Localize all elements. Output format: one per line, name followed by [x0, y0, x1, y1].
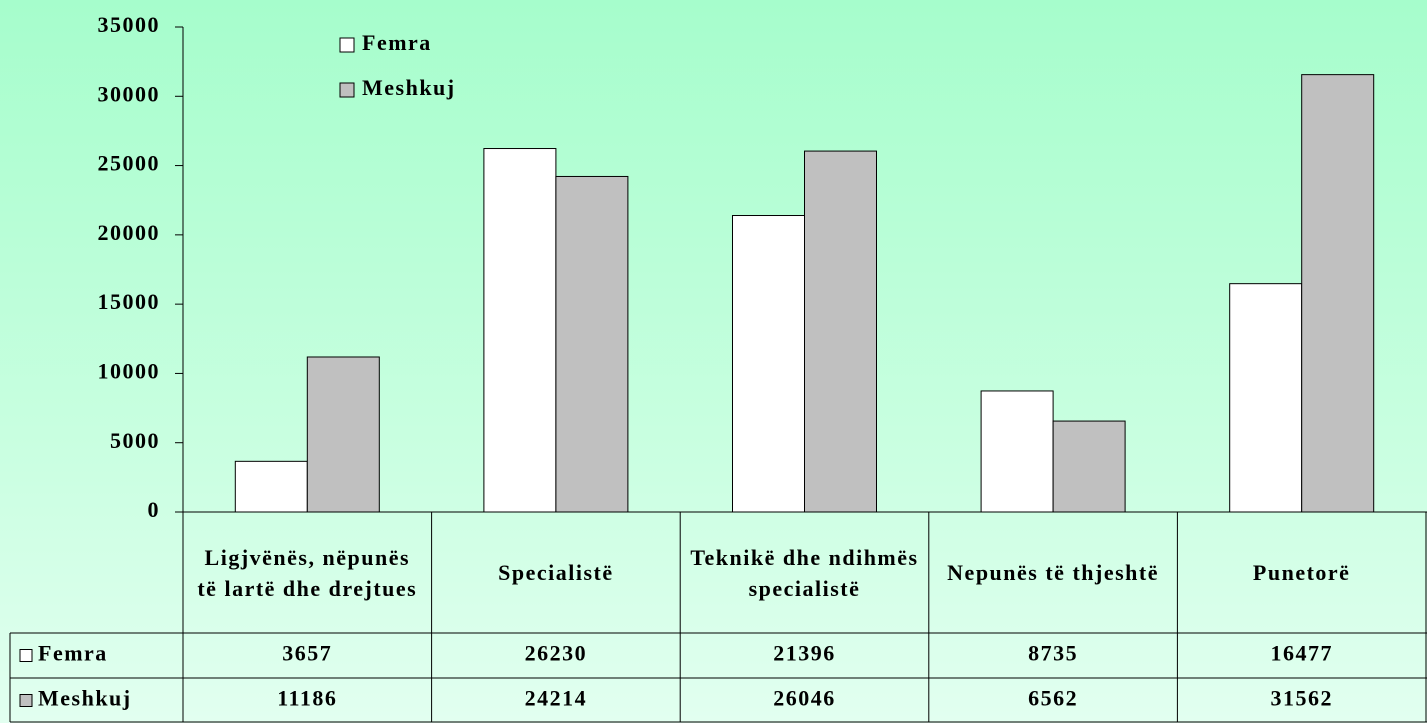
table-value: 6562 [1028, 686, 1078, 711]
y-tick-label: 35000 [98, 12, 161, 37]
y-tick-label: 15000 [98, 289, 161, 314]
x-tick-label: Punetorë [1252, 560, 1351, 585]
legend-label: Femra [362, 30, 432, 55]
x-tick-label: Ligjvënës, nëpunës të lartë dhe drejtues [197, 544, 418, 601]
x-tick-label: Specialistë [498, 560, 614, 585]
table-value: 8735 [1028, 641, 1078, 666]
x-tick-label: Teknikë dhe ndihmës specialistë [690, 544, 919, 601]
bar [1229, 283, 1303, 513]
legend-label: Meshkuj [362, 75, 456, 100]
table-value: 31562 [1270, 686, 1333, 711]
bar [1052, 420, 1126, 513]
y-tick-label: 10000 [98, 358, 161, 383]
bar [234, 460, 308, 513]
table-value: 24214 [525, 686, 588, 711]
y-tick-label: 20000 [98, 220, 161, 245]
bar [804, 150, 877, 513]
table-value: 3657 [282, 641, 332, 666]
table-row-label: Femra [38, 641, 108, 666]
bar [555, 175, 629, 513]
y-tick-label: 30000 [98, 81, 161, 106]
table-value: 16477 [1270, 641, 1333, 666]
table-value: 26046 [773, 686, 836, 711]
legend-key [339, 37, 355, 53]
table-value: 21396 [773, 641, 836, 666]
table-legend-key [19, 694, 33, 707]
bar [980, 390, 1054, 513]
y-tick-label: 25000 [98, 151, 161, 176]
y-tick-label: 5000 [110, 428, 160, 453]
table-value: 11186 [277, 686, 337, 711]
bar [483, 148, 557, 513]
table-row-label: Meshkuj [38, 686, 132, 711]
bar [1301, 74, 1375, 513]
legend-key [339, 82, 355, 98]
table-legend-key [19, 649, 33, 662]
table-value: 26230 [525, 641, 588, 666]
x-tick-label: Nepunës të thjeshtë [947, 560, 1159, 585]
bar [306, 356, 380, 513]
bar [732, 215, 805, 513]
y-tick-label: 0 [148, 497, 161, 522]
